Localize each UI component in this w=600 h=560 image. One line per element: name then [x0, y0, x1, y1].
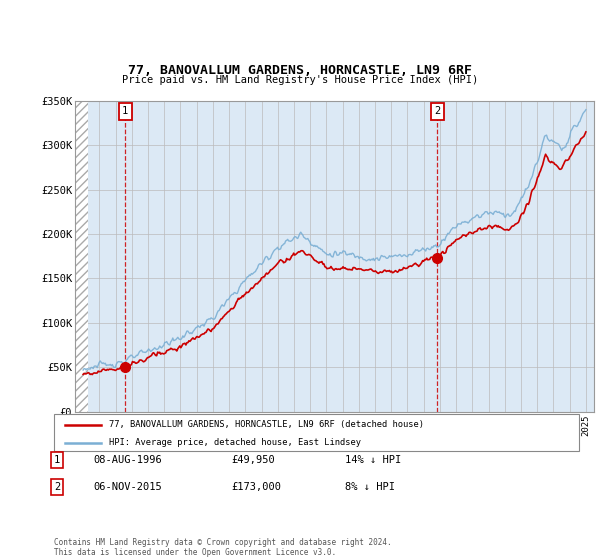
Text: HPI: Average price, detached house, East Lindsey: HPI: Average price, detached house, East…	[109, 438, 361, 447]
Text: Price paid vs. HM Land Registry's House Price Index (HPI): Price paid vs. HM Land Registry's House …	[122, 75, 478, 85]
Text: 2: 2	[54, 482, 60, 492]
Text: 1: 1	[54, 455, 60, 465]
Text: 8% ↓ HPI: 8% ↓ HPI	[345, 482, 395, 492]
Text: 14% ↓ HPI: 14% ↓ HPI	[345, 455, 401, 465]
Text: 06-NOV-2015: 06-NOV-2015	[93, 482, 162, 492]
Text: £173,000: £173,000	[231, 482, 281, 492]
FancyBboxPatch shape	[54, 414, 579, 451]
Text: 77, BANOVALLUM GARDENS, HORNCASTLE, LN9 6RF: 77, BANOVALLUM GARDENS, HORNCASTLE, LN9 …	[128, 63, 472, 77]
Text: £49,950: £49,950	[231, 455, 275, 465]
Text: 08-AUG-1996: 08-AUG-1996	[93, 455, 162, 465]
Text: 2: 2	[434, 106, 440, 116]
Text: Contains HM Land Registry data © Crown copyright and database right 2024.
This d: Contains HM Land Registry data © Crown c…	[54, 538, 392, 557]
Text: 1: 1	[122, 106, 128, 116]
Text: 77, BANOVALLUM GARDENS, HORNCASTLE, LN9 6RF (detached house): 77, BANOVALLUM GARDENS, HORNCASTLE, LN9 …	[109, 420, 424, 429]
